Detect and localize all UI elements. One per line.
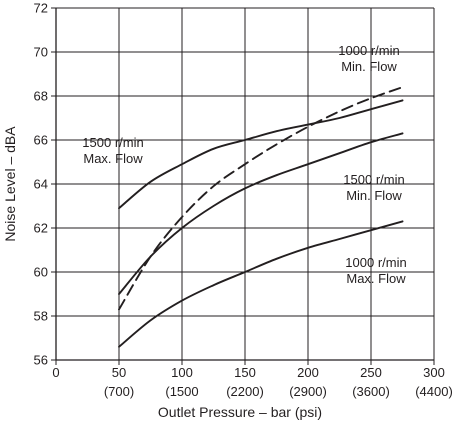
series-lines xyxy=(118,86,404,348)
y-tick-label: 64 xyxy=(34,177,48,192)
y-tick-label: 70 xyxy=(34,45,48,60)
y-tick-label: 58 xyxy=(34,309,48,324)
x-tick-sublabel: (4400) xyxy=(415,384,453,399)
x-tick-label: 50 xyxy=(112,365,126,380)
series-1000-max-flow-label: 1000 r/min Max. Flow xyxy=(345,255,406,286)
tick-labels: 56 58 60 62 64 66 68 70 72 0 50 (700) 100 (1500 150 (22… xyxy=(34,1,453,400)
x-tick-label: 150 xyxy=(234,365,256,380)
annotation-line: Min. Flow xyxy=(341,59,397,74)
x-tick-label: 200 xyxy=(297,365,319,380)
annotation-line: Max. Flow xyxy=(346,271,406,286)
x-tick-label: 250 xyxy=(360,365,382,380)
x-tick-label: 100 xyxy=(171,365,193,380)
annotation-line: Min. Flow xyxy=(346,188,402,203)
series-1500-min-flow-line xyxy=(118,132,404,295)
annotation-line: Max. Flow xyxy=(83,151,143,166)
series-1500-max-flow-line xyxy=(118,99,404,210)
series-1500-min-flow-label: 1500 r/min Min. Flow xyxy=(343,172,404,203)
y-tick-label: 56 xyxy=(34,353,48,368)
y-tick-label: 62 xyxy=(34,221,48,236)
y-tick-label: 60 xyxy=(34,265,48,280)
annotation-line: 1500 r/min xyxy=(82,135,143,150)
y-tick-label: 66 xyxy=(34,133,48,148)
x-tick-sublabel: (1500 xyxy=(165,384,198,399)
annotation-line: 1000 r/min xyxy=(345,255,406,270)
y-tick-label: 72 xyxy=(34,1,48,16)
series-1500-max-flow-label: 1500 r/min Max. Flow xyxy=(82,135,143,166)
series-1000-min-flow-label: 1000 r/min Min. Flow xyxy=(338,43,399,74)
x-tick-sublabel: (2900) xyxy=(289,384,327,399)
annotation-line: 1500 r/min xyxy=(343,172,404,187)
series-1000-min-flow-line xyxy=(118,86,404,311)
series-1000-max-flow-line xyxy=(118,220,404,348)
x-tick-sublabel: (3600) xyxy=(352,384,390,399)
x-tick-sublabel: (2200) xyxy=(226,384,264,399)
x-axis-title: Outlet Pressure – bar (psi) xyxy=(158,404,322,420)
x-tick-sublabel: (700) xyxy=(104,384,134,399)
x-tick-label: 300 xyxy=(423,365,445,380)
y-axis-title: Noise Level – dBA xyxy=(2,126,18,242)
annotation-line: 1000 r/min xyxy=(338,43,399,58)
y-tick-label: 68 xyxy=(34,89,48,104)
x-tick-label: 0 xyxy=(52,365,59,380)
